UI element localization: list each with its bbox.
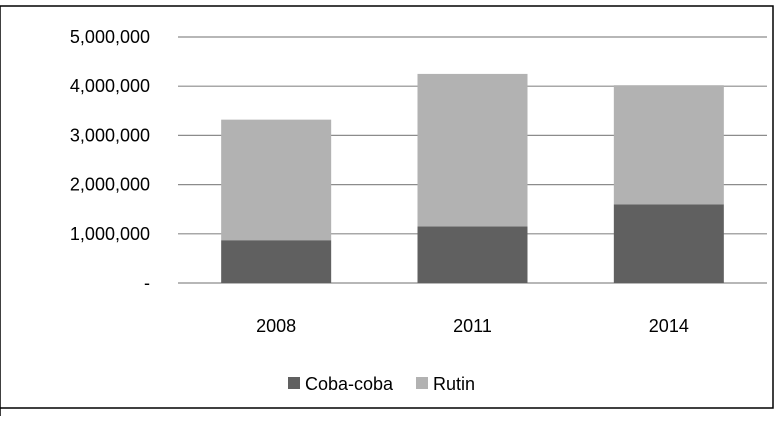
bar-coba-coba-2008 <box>221 240 332 283</box>
legend-label: Coba-coba <box>305 374 394 394</box>
bars <box>221 73 724 283</box>
x-axis-tick-labels: 2008 2011 2014 <box>256 316 689 336</box>
y-tick-label: - <box>144 273 150 293</box>
legend-swatch-coba-coba <box>288 377 300 389</box>
x-tick-label: 2011 <box>453 316 492 336</box>
legend-swatch-rutin <box>416 377 428 389</box>
y-tick-label: 1,000,000 <box>70 224 150 244</box>
bar-coba-coba-2011 <box>417 226 528 283</box>
legend-label: Rutin <box>433 374 475 394</box>
bar-rutin-2011 <box>417 73 528 227</box>
y-tick-label: 5,000,000 <box>70 27 150 47</box>
y-tick-label: 3,000,000 <box>70 125 150 145</box>
bar-rutin-2008 <box>221 119 332 241</box>
y-tick-label: 2,000,000 <box>70 175 150 195</box>
x-tick-label: 2014 <box>649 316 689 336</box>
y-axis-tick-labels: - 1,000,000 2,000,000 3,000,000 4,000,000 5,0… <box>70 27 150 293</box>
legend: Coba-coba Rutin <box>288 374 475 394</box>
x-tick-label: 2008 <box>256 316 296 336</box>
bar-rutin-2014 <box>613 85 724 205</box>
chart-border <box>0 5 774 416</box>
bar-coba-coba-2014 <box>613 204 724 283</box>
y-tick-label: 4,000,000 <box>70 76 150 96</box>
